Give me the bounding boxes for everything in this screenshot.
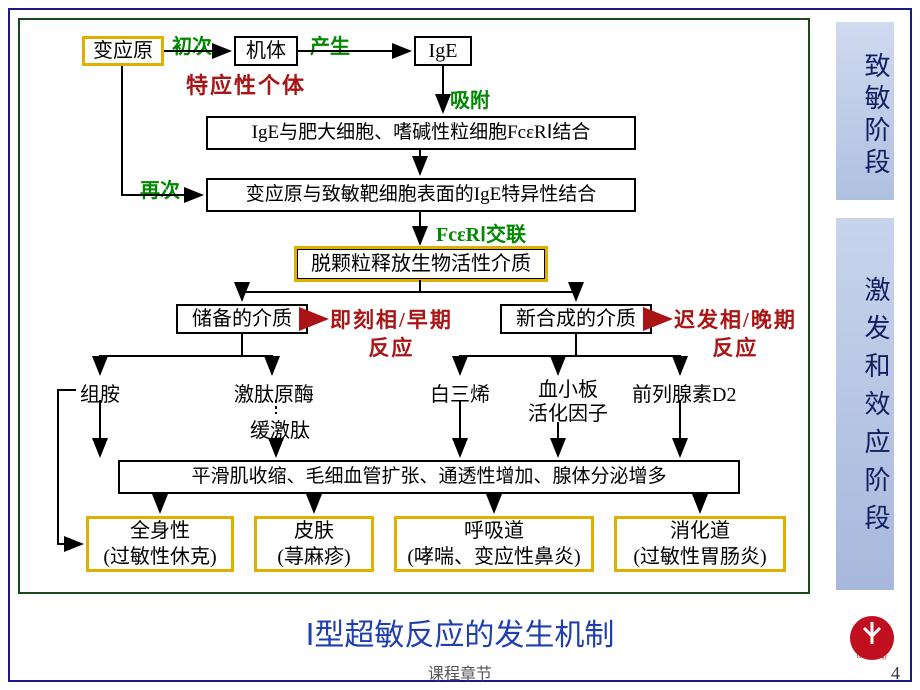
label-again: 再次 xyxy=(140,174,180,203)
node-rebind: 变应原与致敏靶细胞表面的IgE特异性结合 xyxy=(206,178,636,212)
slide-title: Ⅰ型超敏反应的发生机制 xyxy=(0,610,920,654)
node-stored: 储备的介质 xyxy=(176,304,308,334)
label-produce: 产生 xyxy=(310,30,350,59)
immunology-logo-icon: immunology xyxy=(848,614,896,662)
node-effects: 平滑肌收缩、毛细血管扩张、通透性增加、腺体分泌增多 xyxy=(118,460,740,494)
node-paf: 血小板 活化因子 xyxy=(528,378,608,426)
page-number: 4 xyxy=(891,663,900,684)
label-crosslink: FcεRⅠ交联 xyxy=(436,218,526,247)
node-histamine: 组胺 xyxy=(80,378,120,407)
node-allergen: 变应原 xyxy=(82,36,164,66)
label-immediate: 即刻相/早期 反应 xyxy=(330,306,453,363)
node-leukotriene: 白三烯 xyxy=(430,378,490,407)
node-systemic: 全身性 (过敏性休克) xyxy=(86,516,234,572)
label-late: 迟发相/晚期 反应 xyxy=(674,306,797,363)
node-kallikrein: 激肽原酶 xyxy=(234,378,314,407)
node-resp: 呼吸道 (哮喘、变应性鼻炎) xyxy=(394,516,594,572)
node-body: 机体 xyxy=(234,36,298,66)
node-ige: IgE xyxy=(414,36,472,66)
phase-sensitization: 致敏阶段 xyxy=(836,22,894,200)
footer-text: 课程章节 xyxy=(0,660,920,684)
node-pgd2: 前列腺素D2 xyxy=(632,378,736,407)
node-newsynth: 新合成的介质 xyxy=(500,304,652,334)
node-degranulate: 脱颗粒释放生物活性介质 xyxy=(296,248,546,280)
label-atopic: 特应性个体 xyxy=(186,68,306,100)
node-binding: IgE与肥大细胞、嗜碱性粒细胞FcεRⅠ结合 xyxy=(206,116,636,150)
node-gi: 消化道 (过敏性胃肠炎) xyxy=(614,516,786,572)
label-adsorb: 吸附 xyxy=(450,84,490,113)
phase-effector: 激发和效应阶段 xyxy=(836,218,894,590)
label-first: 初次 xyxy=(172,30,212,59)
node-skin: 皮肤 (荨麻疹) xyxy=(254,516,374,572)
svg-text:immunology: immunology xyxy=(857,654,888,660)
node-bradykinin: 缓激肽 xyxy=(250,414,310,443)
